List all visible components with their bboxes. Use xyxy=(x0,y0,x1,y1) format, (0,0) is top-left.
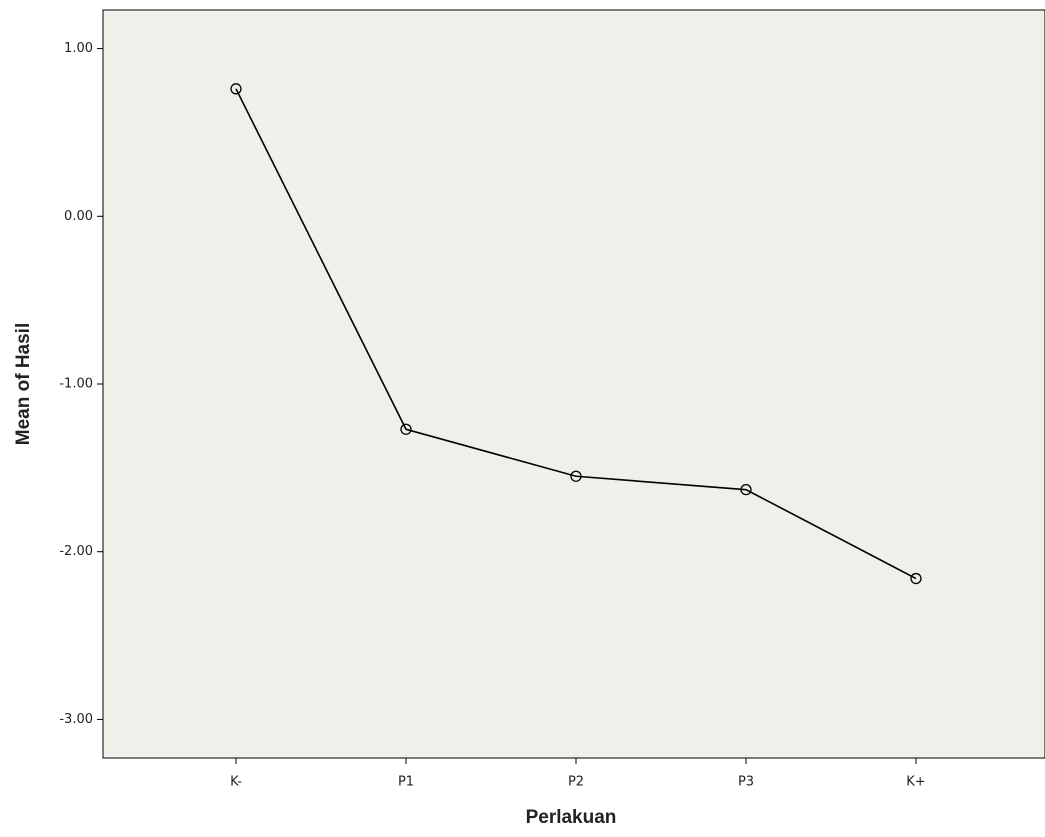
y-tick-label: -1.00 xyxy=(59,377,93,392)
x-axis-title: Perlakuan xyxy=(526,807,617,828)
x-tick-label: P2 xyxy=(568,775,584,790)
x-tick-label: P3 xyxy=(738,775,754,790)
x-tick-label: K+ xyxy=(906,775,925,790)
y-tick-label: 1.00 xyxy=(64,41,93,56)
plot-area xyxy=(103,10,1045,758)
chart: Perlakuan Mean of Hasil 1.00 0.00 -1.00 -2.… xyxy=(0,0,1045,837)
y-tick-label: -3.00 xyxy=(59,712,93,727)
y-tick-label: 0.00 xyxy=(64,209,93,224)
y-axis-title: Mean of Hasil xyxy=(13,323,34,445)
x-tick-label: P1 xyxy=(398,775,414,790)
x-tick-label: K- xyxy=(230,775,242,790)
y-tick-label: -2.00 xyxy=(59,544,93,559)
